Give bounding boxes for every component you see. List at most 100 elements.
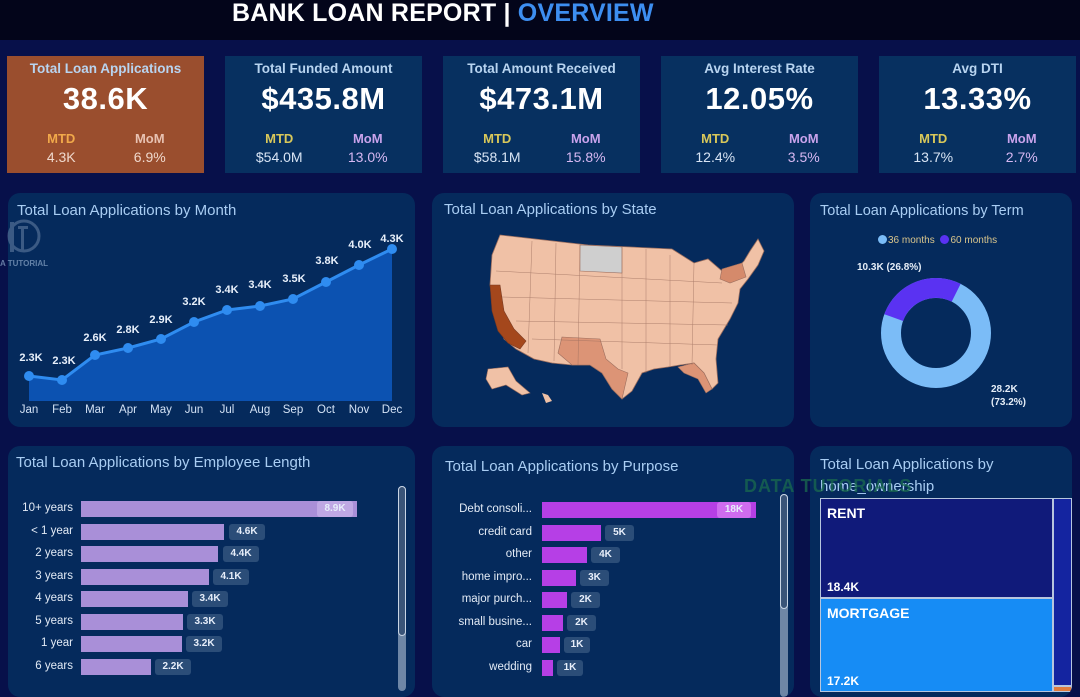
chart-title: Total Loan Applications by State <box>444 201 657 218</box>
bar-category: other <box>505 548 532 560</box>
mtd-label: MTD <box>919 131 948 146</box>
x-axis-label: Sep <box>282 404 304 416</box>
tile-value: 17.2K <box>827 674 860 688</box>
point-label: 3.4K <box>248 279 272 291</box>
bar[interactable] <box>542 570 576 586</box>
bar-value: 8.9K <box>317 501 353 517</box>
kpi-total-loan-applications[interactable]: Total Loan Applications 38.6K MTD 4.3K Mo… <box>7 56 204 173</box>
mom-value: 2.7% <box>1005 149 1038 165</box>
bar-value: 4.1K <box>213 569 249 585</box>
bar-value: 4.4K <box>223 546 259 562</box>
bar[interactable] <box>81 614 183 630</box>
x-axis-label: Nov <box>348 404 370 416</box>
donut-label-36: 28.2K (73.2%) <box>991 384 1027 408</box>
treemap-tile-other[interactable] <box>1053 686 1072 692</box>
chart-title: Total Loan Applications by Purpose <box>445 458 679 475</box>
bar[interactable] <box>81 659 151 675</box>
bar[interactable] <box>542 592 567 608</box>
treemap-tile-rent[interactable]: RENT 18.4K <box>820 498 1053 598</box>
term-donut-chart[interactable] <box>880 277 992 389</box>
bar-value: 3.3K <box>187 614 223 630</box>
month-area-chart <box>24 244 397 401</box>
kpi-value: 13.33% <box>923 81 1032 116</box>
bar[interactable] <box>81 524 224 540</box>
mom-label: MoM <box>352 131 383 146</box>
donut-label-60: 10.3K (26.8%) <box>857 262 922 273</box>
bar[interactable] <box>542 525 601 541</box>
bar[interactable] <box>81 636 182 652</box>
legend-dot-36-icon <box>878 235 887 244</box>
chart-card-by-purpose[interactable]: Total Loan Applications by Purpose Debt … <box>432 446 794 697</box>
point-label: 4.3K <box>380 233 404 245</box>
tile-label: MORTGAGE <box>827 605 910 621</box>
bar[interactable] <box>81 591 188 607</box>
bar-category: 10+ years <box>22 502 73 514</box>
point-label: 3.8K <box>315 255 339 267</box>
bar-value: 2K <box>571 592 600 608</box>
kpi-title: Total Funded Amount <box>254 61 393 76</box>
mtd-label: MTD <box>701 131 730 146</box>
x-axis-label: Jul <box>219 404 235 416</box>
point-label: 2.6K <box>83 332 107 344</box>
bar-value: 3.2K <box>186 636 222 652</box>
kpi-title: Total Loan Applications <box>29 61 182 76</box>
mtd-value: $58.1M <box>473 149 521 165</box>
bar-value: 1K <box>564 637 590 653</box>
bar[interactable] <box>542 547 587 563</box>
point-label: 2.3K <box>52 355 76 367</box>
scrollbar-thumb[interactable] <box>780 494 788 609</box>
legend-36-months[interactable]: 36 months <box>888 235 935 246</box>
bar[interactable] <box>81 546 218 562</box>
chart-card-by-employee-length[interactable]: Total Loan Applications by Employee Leng… <box>8 446 415 697</box>
bar-category: credit card <box>478 526 532 538</box>
point-label: 3.5K <box>282 273 306 285</box>
mtd-value: $54.0M <box>255 149 303 165</box>
x-axis-label: May <box>150 404 172 416</box>
bar-value: 3.4K <box>192 591 228 607</box>
bar[interactable] <box>542 660 553 676</box>
kpi-value: 38.6K <box>62 81 149 116</box>
bar-category: car <box>516 638 532 650</box>
kpi-avg-dti[interactable]: Avg DTI 13.33% MTD 13.7% MoM 2.7% <box>879 56 1076 173</box>
watermark-logo-icon <box>7 219 41 253</box>
watermark-text: A TUTORIAL <box>0 259 48 268</box>
scrollbar-thumb[interactable] <box>398 486 406 636</box>
point-label: 4.0K <box>348 239 372 251</box>
mom-value: 13.0% <box>347 149 388 165</box>
bar[interactable] <box>542 637 560 653</box>
bar-category: 3 years <box>35 570 73 582</box>
chart-card-by-state[interactable]: Total Loan Applications by State <box>432 193 794 427</box>
us-state-map[interactable] <box>432 193 794 427</box>
bar[interactable] <box>542 615 563 631</box>
chart-card-by-month[interactable]: Total Loan Applications by Month 2.3K 2.… <box>8 193 415 427</box>
legend-60-months[interactable]: 60 months <box>950 235 998 246</box>
bar-category: small busine... <box>458 616 532 628</box>
chart-card-by-term[interactable]: Total Loan Applications by Term 36 month… <box>810 193 1072 427</box>
point-label: 2.3K <box>19 352 43 364</box>
point-label: 3.2K <box>182 296 206 308</box>
bar[interactable] <box>81 569 209 585</box>
mom-value: 15.8% <box>565 149 606 165</box>
bar-value: 4.6K <box>229 524 265 540</box>
chart-title: Total Loan Applications by Employee Leng… <box>16 454 311 471</box>
point-label: 3.4K <box>215 284 239 296</box>
kpi-total-funded-amount[interactable]: Total Funded Amount $435.8M MTD $54.0M Mo… <box>225 56 422 173</box>
mtd-label: MTD <box>265 131 294 146</box>
kpi-title: Avg DTI <box>952 61 1003 76</box>
bar-category: 4 years <box>35 592 73 604</box>
chart-card-by-home-ownership[interactable]: Total Loan Applications by home_ownershi… <box>810 446 1072 697</box>
mtd-value: 4.3K <box>46 149 76 165</box>
treemap-tile-mortgage[interactable]: MORTGAGE 17.2K <box>820 598 1053 692</box>
kpi-total-amount-received[interactable]: Total Amount Received $473.1M MTD $58.1M … <box>443 56 640 173</box>
bar-value: 5K <box>605 525 634 541</box>
bar[interactable] <box>81 501 357 517</box>
kpi-value: 12.05% <box>705 81 814 116</box>
bar-value: 4K <box>591 547 620 563</box>
treemap-tile-own[interactable] <box>1053 498 1072 686</box>
bar[interactable] <box>542 502 756 518</box>
bar-value: 2K <box>567 615 596 631</box>
x-axis-label: Dec <box>381 404 403 416</box>
bar-category: wedding <box>489 661 532 673</box>
kpi-avg-interest-rate[interactable]: Avg Interest Rate 12.05% MTD 12.4% MoM 3.5… <box>661 56 858 173</box>
bar-value: 2.2K <box>155 659 191 675</box>
